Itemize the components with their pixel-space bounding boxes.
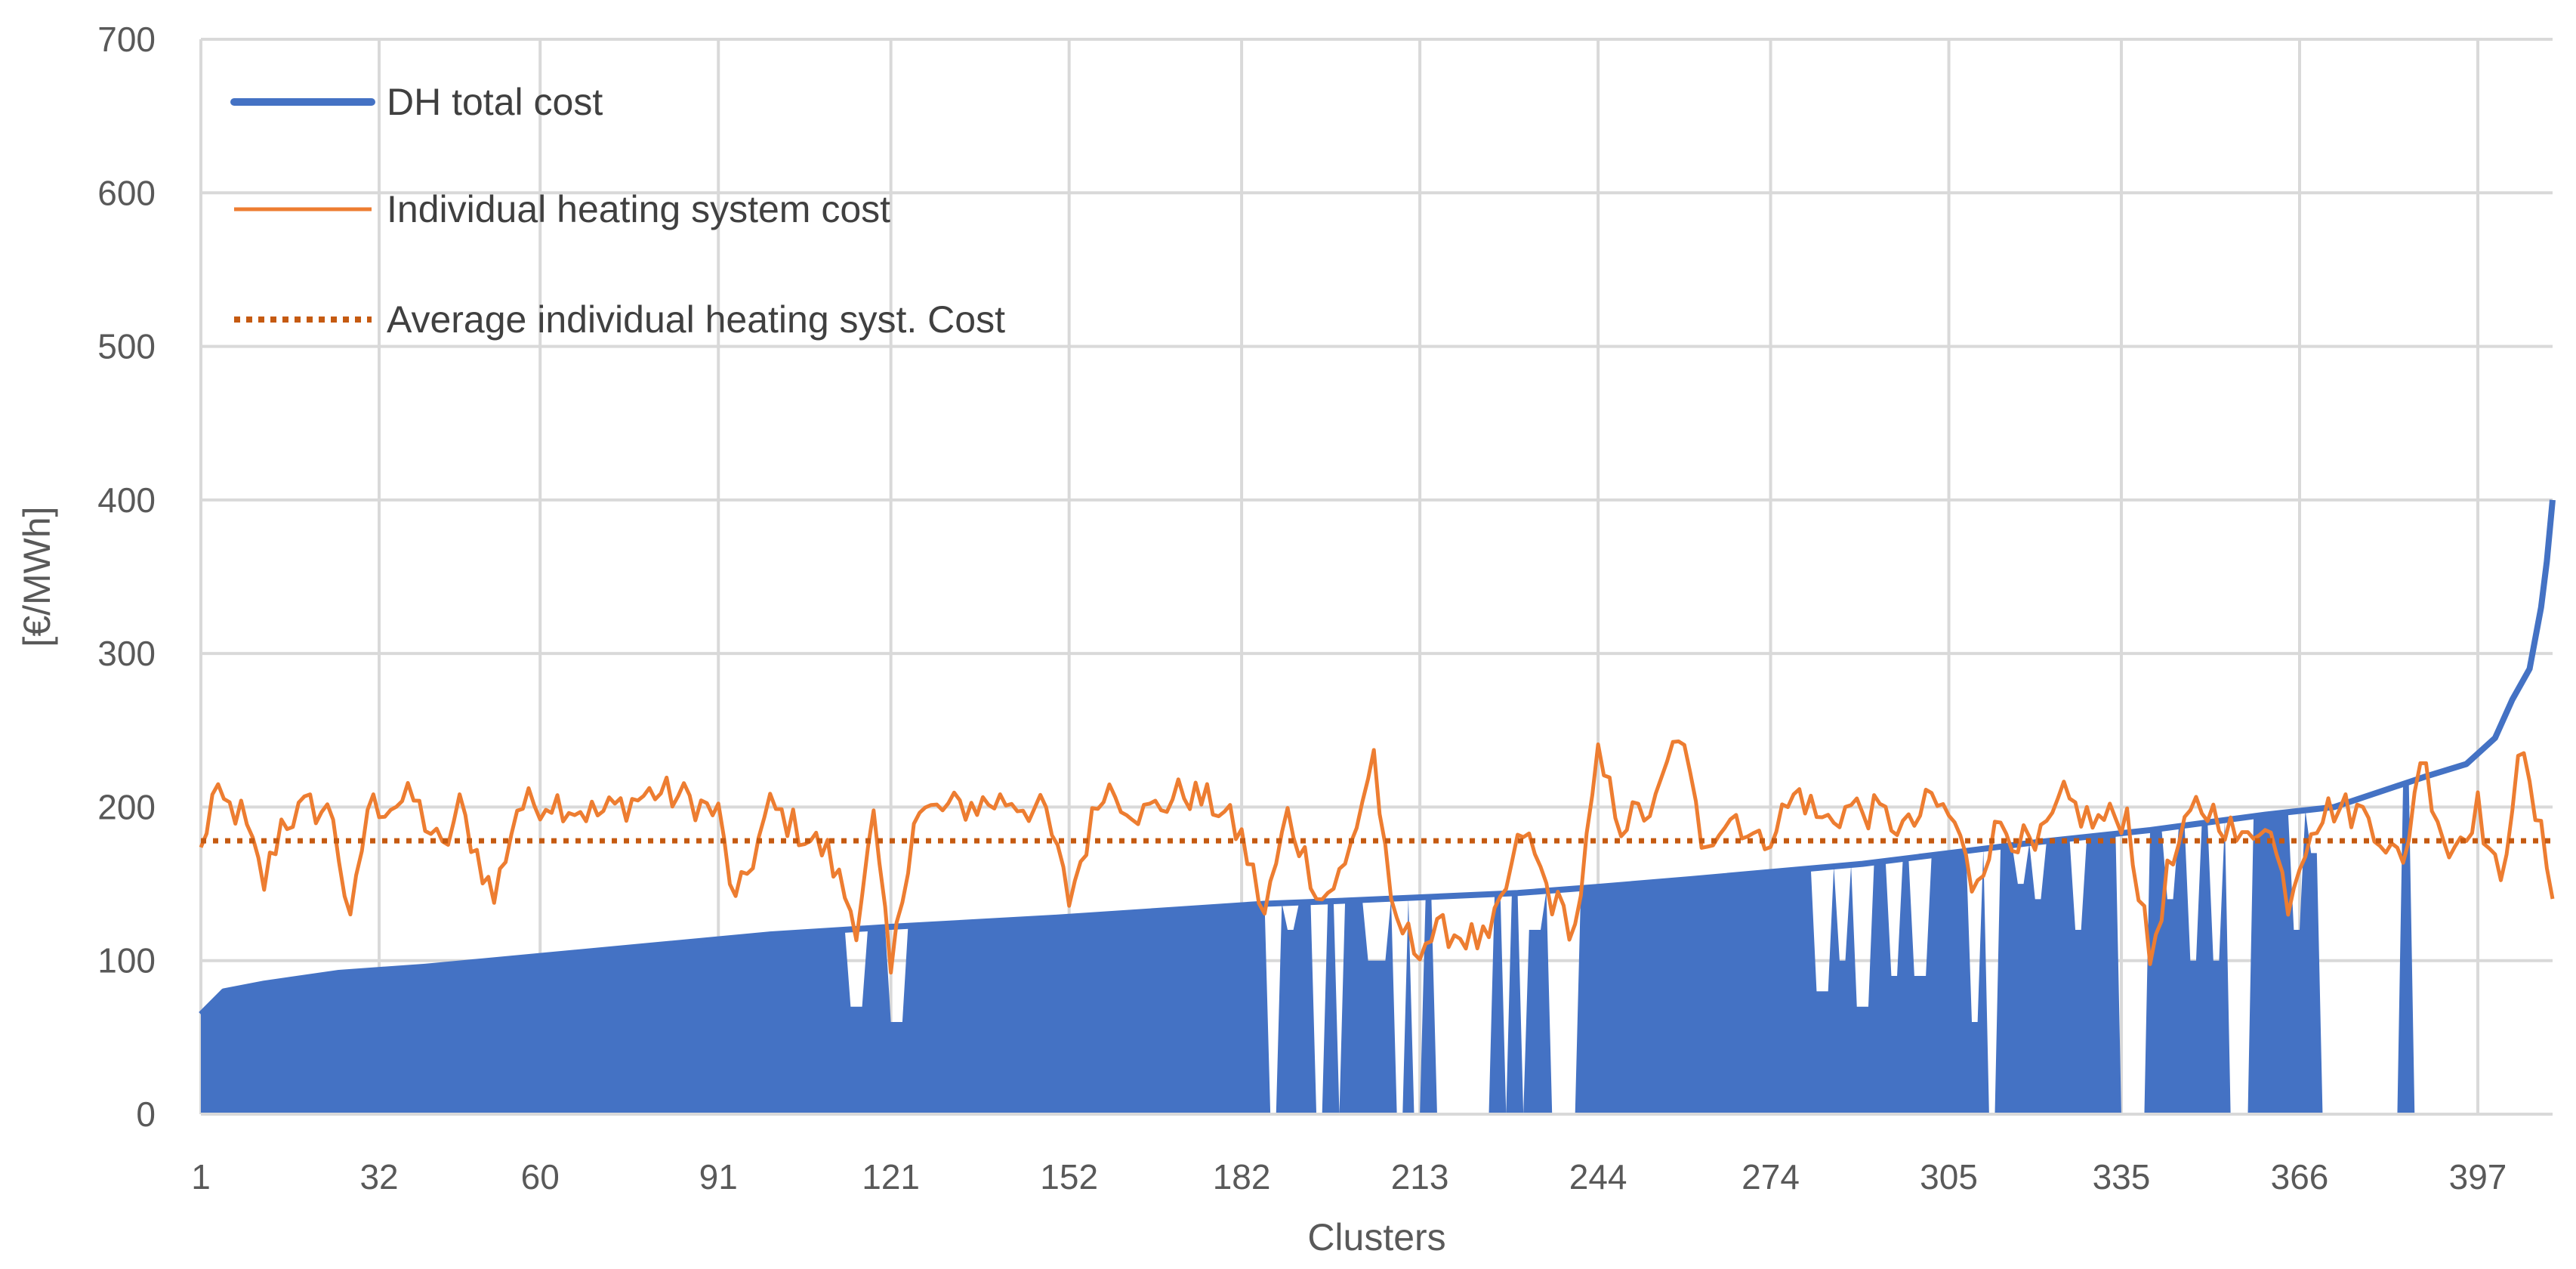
x-tick-label-60: 60 bbox=[521, 1157, 560, 1196]
individual-heating-cost-line bbox=[199, 739, 2555, 975]
x-tick-label-366: 366 bbox=[2271, 1157, 2329, 1196]
y-tick-label-200: 200 bbox=[97, 787, 156, 826]
y-tick-label-300: 300 bbox=[97, 634, 156, 673]
y-tick-label-700: 700 bbox=[97, 20, 156, 59]
x-tick-label-121: 121 bbox=[862, 1157, 920, 1196]
legend-label-dh-total-cost: DH total cost bbox=[387, 81, 603, 123]
x-tick-label-213: 213 bbox=[1391, 1157, 1449, 1196]
series-layer bbox=[199, 499, 2556, 1114]
x-tick-label-305: 305 bbox=[1920, 1157, 1978, 1196]
x-tick-label-397: 397 bbox=[2449, 1157, 2507, 1196]
y-tick-label-500: 500 bbox=[97, 327, 156, 366]
axis-layer: 0 100 200 300 400 500 600 700 1 32 60 91 121 152 182 21… bbox=[16, 20, 2553, 1258]
x-tick-label-182: 182 bbox=[1213, 1157, 1271, 1196]
y-tick-label-400: 400 bbox=[97, 480, 156, 520]
y-tick-label-100: 100 bbox=[97, 941, 156, 980]
legend-label-average-individual-heating-cost: Average individual heating syst. Cost bbox=[387, 298, 1005, 341]
x-tick-label-1: 1 bbox=[191, 1157, 211, 1196]
x-tick-label-274: 274 bbox=[1741, 1157, 1800, 1196]
y-axis-title: [€/MWh] bbox=[16, 506, 58, 647]
x-tick-label-152: 152 bbox=[1040, 1157, 1098, 1196]
x-tick-label-91: 91 bbox=[699, 1157, 738, 1196]
x-tick-label-244: 244 bbox=[1569, 1157, 1627, 1196]
dh-total-cost-line bbox=[199, 499, 2556, 1017]
legend: DH total cost Individual heating system … bbox=[230, 81, 1005, 341]
y-tick-label-600: 600 bbox=[97, 173, 156, 212]
x-tick-label-32: 32 bbox=[359, 1157, 398, 1196]
legend-label-individual-heating-system-cost: Individual heating system cost bbox=[387, 188, 890, 230]
dh-total-cost-area bbox=[201, 782, 2553, 1114]
x-axis-title: Clusters bbox=[1307, 1216, 1445, 1258]
x-tick-label-335: 335 bbox=[2093, 1157, 2151, 1196]
y-tick-label-0: 0 bbox=[136, 1095, 156, 1134]
